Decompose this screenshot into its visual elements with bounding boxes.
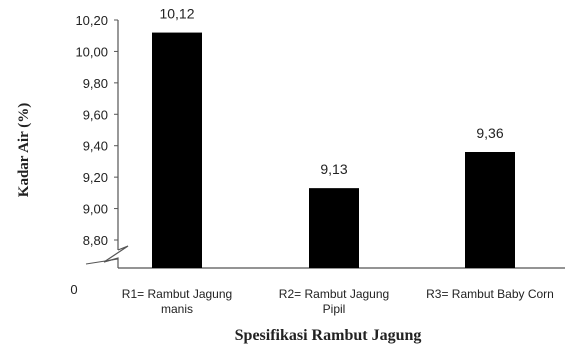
y-tick-label: 10,20 bbox=[75, 13, 108, 28]
axis-break-mark bbox=[103, 245, 129, 268]
bar bbox=[152, 32, 202, 269]
y-tick-label: 9,40 bbox=[83, 139, 108, 154]
category-label-line: manis bbox=[161, 302, 193, 316]
y-tick-label: 9,60 bbox=[83, 107, 108, 122]
y-tick-label: 8,80 bbox=[83, 233, 108, 248]
category-label-line: R3= Rambut Baby Corn bbox=[426, 287, 554, 301]
bar bbox=[465, 152, 515, 268]
y-tick-label: 9,80 bbox=[83, 76, 108, 91]
y-axis-title: Kadar Air (%) bbox=[16, 103, 32, 197]
bar bbox=[309, 188, 359, 268]
axis-break-line bbox=[85, 258, 119, 265]
x-axis-title: Spesifikasi Rambut Jagung bbox=[235, 327, 422, 344]
data-label: 10,12 bbox=[159, 6, 194, 22]
data-labels: 10,12 9,13 9,36 bbox=[159, 6, 503, 178]
category-label-line: R1= Rambut Jagung bbox=[122, 287, 232, 301]
zero-tick-label: 0 bbox=[70, 282, 77, 297]
data-label: 9,13 bbox=[320, 161, 347, 177]
category-label: R2= Rambut Jagung Pipil bbox=[279, 287, 389, 316]
category-label: R3= Rambut Baby Corn bbox=[426, 287, 554, 301]
category-labels: R1= Rambut Jagung manis R2= Rambut Jagung P… bbox=[122, 287, 554, 316]
y-tick-label: 10,00 bbox=[75, 44, 108, 59]
bars bbox=[152, 32, 515, 269]
category-label-line: R2= Rambut Jagung bbox=[279, 287, 389, 301]
data-label: 9,36 bbox=[476, 125, 503, 141]
category-label-line: Pipil bbox=[323, 302, 346, 316]
y-tick-label: 9,00 bbox=[83, 202, 108, 217]
y-tick-label: 9,20 bbox=[83, 170, 108, 185]
y-axis: 8,80 9,00 9,20 9,40 9,60 9,80 10,00 10,20 bbox=[75, 13, 129, 268]
category-label: R1= Rambut Jagung manis bbox=[122, 287, 232, 316]
